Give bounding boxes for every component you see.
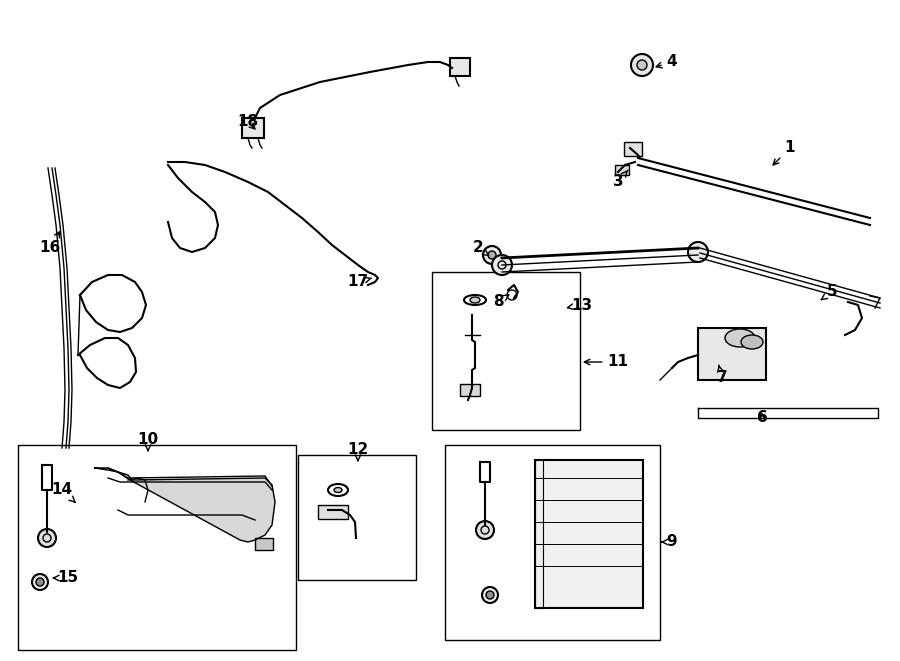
Bar bbox=[535, 460, 643, 608]
Text: 1: 1 bbox=[773, 141, 796, 165]
Text: 13: 13 bbox=[568, 297, 592, 313]
Circle shape bbox=[631, 54, 653, 76]
Ellipse shape bbox=[725, 329, 755, 347]
Circle shape bbox=[476, 521, 494, 539]
Text: 12: 12 bbox=[347, 442, 369, 461]
Text: 18: 18 bbox=[238, 114, 258, 130]
Ellipse shape bbox=[334, 488, 342, 492]
Bar bbox=[624, 142, 642, 156]
Bar bbox=[255, 538, 273, 550]
Bar bbox=[242, 118, 264, 138]
Circle shape bbox=[486, 591, 494, 599]
Bar bbox=[698, 328, 766, 380]
Text: 16: 16 bbox=[40, 232, 60, 256]
Bar bbox=[18, 445, 296, 650]
Bar bbox=[615, 165, 629, 175]
Text: 10: 10 bbox=[138, 432, 158, 451]
Text: 17: 17 bbox=[347, 274, 372, 290]
Polygon shape bbox=[95, 468, 275, 542]
Text: 3: 3 bbox=[613, 170, 628, 190]
Text: 8: 8 bbox=[492, 295, 508, 309]
Circle shape bbox=[38, 529, 56, 547]
Text: 14: 14 bbox=[51, 483, 76, 502]
Circle shape bbox=[36, 578, 44, 586]
Text: 7: 7 bbox=[716, 365, 727, 385]
Ellipse shape bbox=[470, 297, 480, 303]
Text: 5: 5 bbox=[822, 284, 837, 299]
Bar bbox=[318, 505, 348, 519]
Text: 9: 9 bbox=[662, 535, 678, 549]
Bar bbox=[460, 384, 480, 396]
Circle shape bbox=[688, 242, 708, 262]
Bar bbox=[432, 272, 580, 430]
Text: 4: 4 bbox=[656, 54, 678, 69]
Circle shape bbox=[492, 255, 512, 275]
Circle shape bbox=[32, 574, 48, 590]
Circle shape bbox=[488, 251, 496, 259]
Bar bbox=[445, 445, 660, 640]
Text: 2: 2 bbox=[472, 241, 489, 256]
Text: 11: 11 bbox=[584, 354, 628, 369]
Text: 15: 15 bbox=[53, 570, 78, 586]
Bar bbox=[298, 455, 416, 580]
Circle shape bbox=[482, 587, 498, 603]
Bar bbox=[450, 58, 470, 76]
Text: 6: 6 bbox=[757, 410, 768, 426]
Ellipse shape bbox=[741, 335, 763, 349]
Circle shape bbox=[483, 246, 501, 264]
Circle shape bbox=[637, 60, 647, 70]
